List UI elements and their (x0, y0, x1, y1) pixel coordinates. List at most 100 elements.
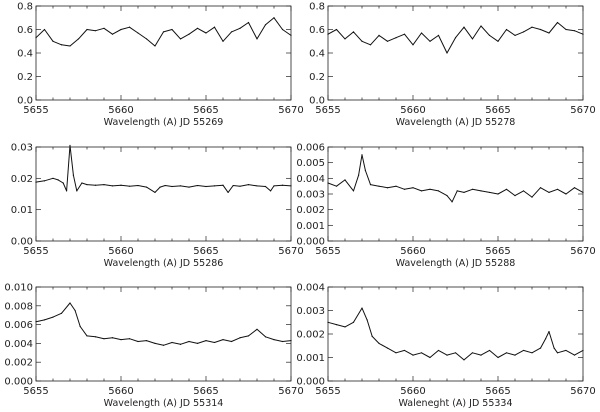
x-tick-label: 5665 (485, 386, 510, 397)
y-tick-label: 0.003 (296, 190, 325, 201)
data-point (573, 354, 576, 356)
data-point (145, 38, 148, 40)
y-tick-label: 0.2 (17, 72, 33, 83)
x-axis-label: Waleneght (A) JD 55334 (398, 398, 512, 409)
spectrum-panel: 5655 5660 5665 5670 0.0 0.2 0.4 0.6 0.8 Wavelengt… (309, 2, 596, 129)
x-tick-label: 5660 (400, 105, 425, 116)
data-point (335, 324, 338, 326)
y-tick-label: 0.004 (296, 283, 325, 294)
data-point (205, 32, 207, 34)
plot-frame (35, 286, 292, 382)
data-point (446, 194, 448, 197)
data-point (137, 340, 139, 343)
x-tick-label: 5665 (193, 246, 218, 257)
data-point (213, 185, 216, 187)
x-axis-label: Wavelength (A) JD 55269 (104, 117, 224, 128)
spectrum-panel: 5655 5660 5665 5670 0.00 0.01 0.02 0.03 Waveleng… (11, 143, 304, 270)
data-point (548, 331, 550, 333)
x-tick-label: 5660 (108, 105, 133, 116)
data-point (412, 354, 414, 356)
data-point (60, 44, 63, 46)
data-point (145, 339, 148, 342)
y-tick-label: 0.03 (11, 143, 33, 154)
data-point (539, 187, 542, 189)
data-point (582, 33, 584, 35)
y-tick-label: 0.2 (309, 72, 325, 83)
data-point (454, 352, 457, 354)
x-tick-label: 5660 (108, 246, 133, 257)
y-tick-label: 0.006 (296, 143, 325, 154)
data-point (264, 24, 267, 26)
data-point (196, 184, 199, 187)
x-tick-label: 5665 (193, 105, 218, 116)
data-point (395, 352, 397, 354)
data-point (247, 21, 250, 24)
data-point (171, 341, 173, 344)
data-point (344, 326, 346, 328)
data-point (137, 184, 139, 187)
data-point (162, 31, 165, 33)
data-point (446, 52, 448, 54)
y-tick-label: 0.001 (296, 221, 325, 232)
plot-frame (35, 5, 292, 101)
data-point (239, 185, 241, 187)
data-point (196, 27, 199, 29)
data-point (227, 191, 229, 194)
data-point (281, 340, 284, 343)
data-point (213, 26, 216, 28)
data-point (352, 190, 355, 192)
data-point (171, 28, 173, 31)
data-point (103, 27, 105, 29)
y-tick-label: 0.002 (296, 205, 325, 216)
x-axis-label: Wavelength (A) JD 55286 (104, 258, 224, 269)
data-point (369, 184, 372, 186)
data-point (281, 184, 284, 186)
y-tick-label: 0.6 (309, 25, 325, 36)
data-point (86, 184, 88, 186)
plot-frame (35, 146, 292, 242)
data-point (344, 38, 346, 40)
data-point (371, 335, 373, 337)
x-tick-label: 5670 (570, 105, 595, 116)
y-tick-label: 0.002 (296, 330, 325, 341)
x-tick-label: 5655 (315, 386, 340, 397)
data-point (335, 28, 338, 31)
data-point (171, 185, 173, 188)
data-point (103, 184, 105, 186)
data-point (378, 185, 380, 187)
data-point (565, 349, 567, 352)
data-point (514, 194, 516, 197)
data-point (35, 181, 37, 183)
y-tick-label: 0.8 (17, 2, 33, 13)
x-tick-label: 5655 (23, 246, 48, 257)
data-point (327, 33, 329, 35)
data-point (514, 354, 516, 356)
data-point (451, 201, 453, 203)
data-point (514, 34, 516, 36)
data-point (222, 339, 224, 341)
data-point (378, 34, 380, 36)
x-tick-label: 5660 (400, 386, 425, 397)
y-tick-label: 0.000 (296, 377, 325, 388)
data-point (188, 186, 190, 188)
data-point (454, 37, 457, 39)
data-point (471, 352, 474, 354)
x-axis-label: Wavelength (A) JD 55278 (396, 117, 516, 128)
data-point (72, 174, 74, 176)
data-point (556, 188, 559, 190)
data-point (522, 31, 525, 33)
data-point (420, 32, 423, 34)
data-point (488, 349, 491, 352)
data-point (531, 196, 533, 198)
data-point (344, 179, 346, 181)
data-point (247, 184, 250, 186)
data-point (403, 349, 406, 352)
data-point (232, 184, 234, 187)
data-point (52, 40, 54, 42)
data-point (361, 154, 363, 156)
data-point (111, 337, 114, 339)
data-point (111, 185, 114, 187)
data-point (505, 28, 508, 31)
spectrum-panel: 5655 5660 5665 5670 0.000 0.001 0.002 0.003 0.00… (296, 283, 595, 410)
